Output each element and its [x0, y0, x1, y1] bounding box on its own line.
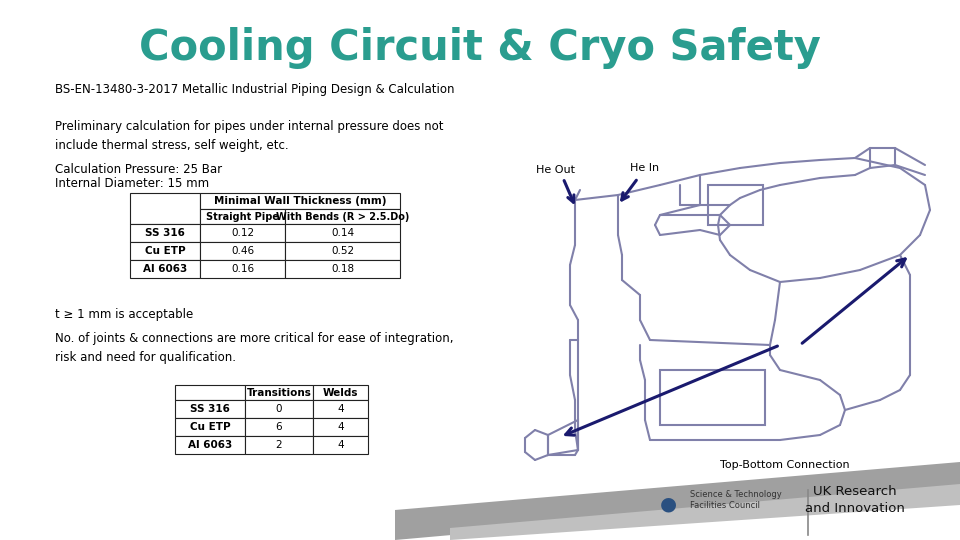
Text: 4: 4: [337, 422, 344, 432]
Text: Minimal Wall Thickness (mm): Minimal Wall Thickness (mm): [214, 196, 386, 206]
Bar: [285, 260, 400, 278]
Text: Calculation Pressure: 25 Bar: Calculation Pressure: 25 Bar: [55, 163, 222, 176]
Bar: [200, 242, 285, 260]
Bar: [313, 400, 368, 418]
Bar: [660, 370, 765, 425]
Text: 4: 4: [337, 440, 344, 450]
Bar: [130, 242, 200, 260]
Text: 0.14: 0.14: [331, 228, 354, 238]
Text: Cooling Circuit & Cryo Safety: Cooling Circuit & Cryo Safety: [139, 27, 821, 69]
Text: Cu ETP: Cu ETP: [190, 422, 230, 432]
Text: Welds: Welds: [323, 388, 358, 397]
Bar: [313, 418, 368, 436]
Text: t ≥ 1 mm is acceptable: t ≥ 1 mm is acceptable: [55, 308, 193, 321]
Bar: [200, 209, 285, 224]
Text: With Bends (R > 2.5.Do): With Bends (R > 2.5.Do): [276, 212, 409, 221]
Text: Internal Diameter: 15 mm: Internal Diameter: 15 mm: [55, 177, 209, 190]
Text: 0.18: 0.18: [331, 264, 354, 274]
Bar: [285, 209, 400, 224]
Text: 4: 4: [337, 404, 344, 414]
Bar: [130, 224, 200, 242]
Text: 6: 6: [276, 422, 282, 432]
Text: No. of joints & connections are more critical for ease of integration,
risk and : No. of joints & connections are more cri…: [55, 332, 453, 364]
Text: 0.12: 0.12: [231, 228, 254, 238]
Bar: [200, 224, 285, 242]
Bar: [313, 385, 368, 400]
Text: 0.52: 0.52: [331, 246, 354, 256]
Bar: [708, 185, 763, 225]
Text: Cu ETP: Cu ETP: [145, 246, 185, 256]
Bar: [245, 436, 313, 454]
Text: UK Research
and Innovation: UK Research and Innovation: [805, 485, 905, 515]
Bar: [175, 418, 245, 436]
Polygon shape: [395, 462, 960, 540]
Text: BS-EN-13480-3-2017 Metallic Industrial Piping Design & Calculation: BS-EN-13480-3-2017 Metallic Industrial P…: [55, 84, 454, 97]
Bar: [245, 385, 313, 400]
Text: 2: 2: [276, 440, 282, 450]
Text: SS 316: SS 316: [190, 404, 230, 414]
Bar: [130, 260, 200, 278]
Bar: [285, 224, 400, 242]
Text: Al 6063: Al 6063: [143, 264, 187, 274]
Text: Top-Bottom Connection: Top-Bottom Connection: [720, 460, 850, 470]
Bar: [200, 193, 400, 209]
Bar: [245, 418, 313, 436]
Bar: [285, 242, 400, 260]
Text: Transitions: Transitions: [247, 388, 311, 397]
Bar: [175, 400, 245, 418]
Bar: [200, 260, 285, 278]
Text: 0.16: 0.16: [231, 264, 254, 274]
Text: Al 6063: Al 6063: [188, 440, 232, 450]
Bar: [175, 385, 245, 400]
Text: Straight Pipe: Straight Pipe: [206, 212, 279, 221]
Bar: [175, 436, 245, 454]
Polygon shape: [450, 484, 960, 540]
Bar: [130, 193, 200, 224]
Text: He In: He In: [631, 163, 660, 173]
Text: SS 316: SS 316: [145, 228, 185, 238]
Bar: [245, 400, 313, 418]
Text: 0: 0: [276, 404, 282, 414]
Text: Preliminary calculation for pipes under internal pressure does not
include therm: Preliminary calculation for pipes under …: [55, 120, 444, 152]
Text: ●: ●: [660, 495, 677, 514]
Text: He Out: He Out: [536, 165, 574, 175]
Bar: [313, 436, 368, 454]
Text: 0.46: 0.46: [231, 246, 254, 256]
Text: Science & Technology
Facilities Council: Science & Technology Facilities Council: [690, 490, 781, 510]
